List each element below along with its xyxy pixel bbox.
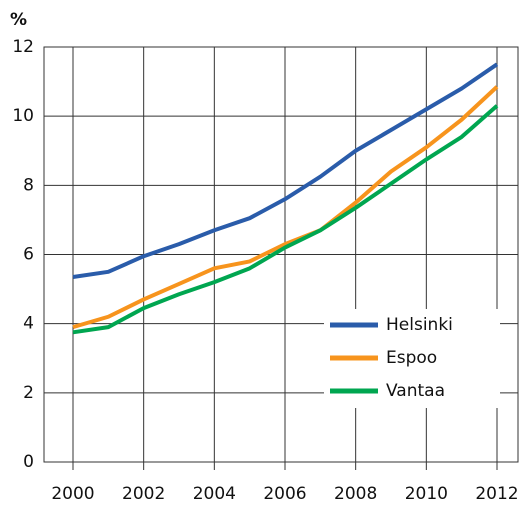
plot-border <box>43 46 519 463</box>
y-tick-label: 2 <box>23 383 34 403</box>
x-tick-label: 2008 <box>334 484 377 504</box>
legend-label: Vantaa <box>386 381 445 401</box>
x-tick-label: 2004 <box>193 484 236 504</box>
y-tick-label: 12 <box>12 37 34 57</box>
x-tick-label: 2006 <box>263 484 306 504</box>
y-axis-label: % <box>10 10 27 30</box>
y-tick-label: 10 <box>12 106 34 126</box>
legend-label: Helsinki <box>386 315 453 335</box>
x-tick-label: 2000 <box>51 484 94 504</box>
series-line <box>72 62 499 279</box>
y-tick-label: 8 <box>23 175 34 195</box>
x-tick-label: 2002 <box>122 484 165 504</box>
series-line <box>72 104 499 335</box>
legend-label: Espoo <box>386 348 437 368</box>
series-line <box>72 85 499 330</box>
x-tick-label: 2010 <box>405 484 448 504</box>
x-tick-label: 2012 <box>475 484 518 504</box>
y-tick-label: 4 <box>23 314 34 334</box>
y-tick-label: 6 <box>23 245 34 265</box>
y-tick-label: 0 <box>23 452 34 472</box>
